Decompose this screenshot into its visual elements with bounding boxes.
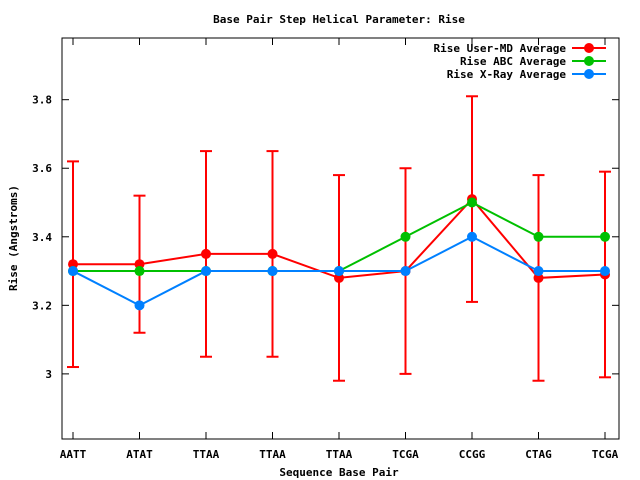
- x-tick-label: CCGG: [459, 448, 486, 461]
- y-tick-label: 3.4: [32, 231, 52, 244]
- x-tick-label: TCGA: [592, 448, 619, 461]
- data-point: [134, 300, 145, 311]
- x-tick-label: TCGA: [392, 448, 419, 461]
- legend-swatch-marker: [584, 69, 594, 79]
- error-bars: [67, 95, 611, 382]
- x-tick-label: TTAA: [326, 448, 353, 461]
- y-axis: 3 3.2 3.4 3.6 3.8: [32, 94, 619, 381]
- data-point: [134, 259, 145, 270]
- data-point: [267, 248, 278, 259]
- data-point: [334, 266, 344, 277]
- y-tick-label: 3.2: [32, 299, 52, 312]
- x-tick-label: CTAG: [525, 448, 552, 461]
- x-axis: AATT ATAT TTAA TTAA TTAA TCGA CCGG CTAG TCGA: [60, 38, 619, 461]
- data-point: [134, 266, 145, 277]
- legend-label: Rise ABC Average: [460, 55, 566, 68]
- y-tick-label: 3: [45, 368, 52, 381]
- plot-area-border: [61, 37, 620, 440]
- data-point: [400, 266, 411, 277]
- y-axis-label: Rise (Angstroms): [7, 185, 20, 291]
- data-point: [533, 272, 544, 283]
- x-axis-label: Sequence Base Pair: [279, 466, 399, 479]
- x-tick-label: TTAA: [193, 448, 220, 461]
- data-point: [467, 197, 477, 208]
- chart-title: Base Pair Step Helical Parameter: Rise: [213, 13, 465, 26]
- data-point: [600, 231, 610, 242]
- x-tick-label: ATAT: [126, 448, 153, 461]
- data-point: [201, 266, 211, 277]
- data-point: [467, 231, 477, 242]
- data-point: [68, 259, 78, 270]
- data-point: [400, 231, 411, 242]
- data-point: [201, 248, 211, 259]
- x-tick-label: TTAA: [259, 448, 286, 461]
- legend-label: Rise User-MD Average: [434, 42, 567, 55]
- data-point: [267, 266, 278, 277]
- legend-swatch-marker: [584, 43, 594, 53]
- y-tick-label: 3.8: [32, 94, 52, 107]
- x-tick-label: AATT: [60, 448, 87, 461]
- data-point: [533, 231, 544, 242]
- data-point: [68, 266, 78, 277]
- data-point: [600, 266, 610, 277]
- series-group: [68, 194, 610, 311]
- y-tick-label: 3.6: [32, 162, 52, 175]
- data-point: [533, 266, 544, 277]
- legend-label: Rise X-Ray Average: [447, 68, 567, 81]
- data-point: [334, 272, 344, 283]
- legend-swatch-marker: [584, 56, 594, 66]
